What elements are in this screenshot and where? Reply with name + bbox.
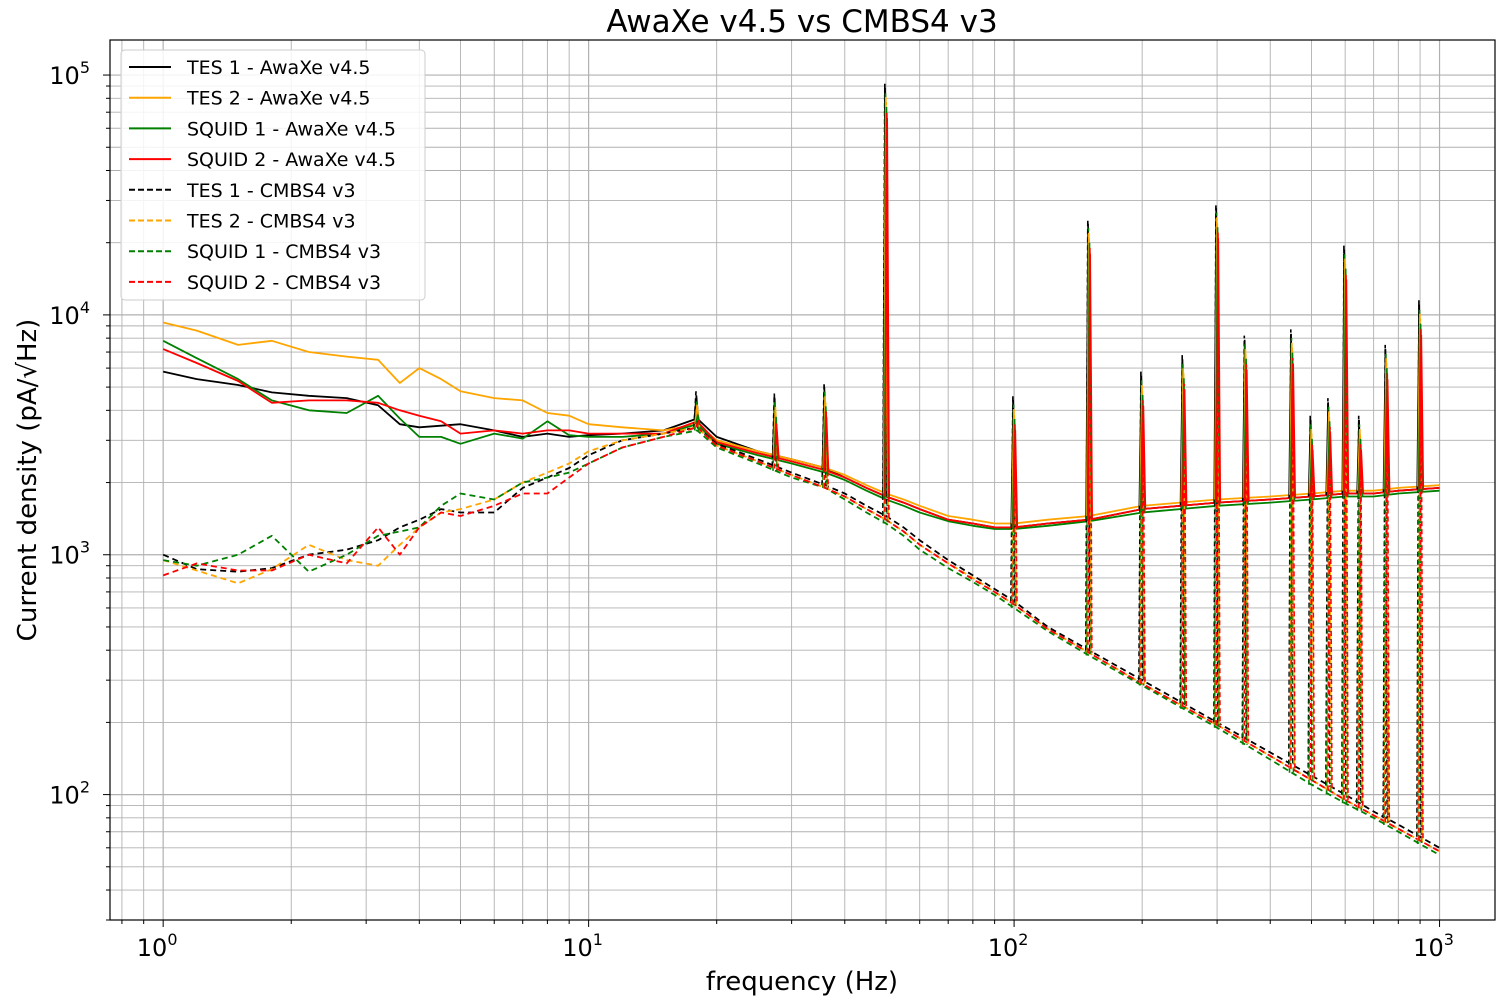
peak-spike-17 [1416, 308, 1423, 845]
peak-spike-6 [1087, 253, 1093, 520]
peak-spike-1 [695, 416, 701, 428]
plot-frame [109, 39, 1496, 921]
peak-spike-15 [1358, 449, 1364, 494]
peak-spike-17 [1418, 328, 1424, 841]
peak-spike-15 [1356, 424, 1363, 811]
x-axis-label: frequency (Hz) [706, 967, 898, 997]
y-axis-label: Current density (pA/√Hz) [13, 319, 43, 642]
peak-spike-5 [1012, 424, 1018, 605]
x-tick-label: 101 [562, 930, 603, 962]
peak-spike-7 [1138, 380, 1145, 686]
peak-spike-1 [694, 409, 701, 428]
peak-spike-11 [1290, 363, 1296, 498]
series-line-7 [163, 429, 1440, 856]
peak-spike-8 [1181, 383, 1188, 707]
series-line-8 [162, 426, 1440, 853]
peak-spike-6 [1087, 247, 1093, 653]
peak-spike-5 [1012, 429, 1019, 528]
peak-spike-9 [1215, 232, 1221, 726]
legend-label: TES 1 - AwaXe v4.5 [186, 57, 371, 79]
peak-spike-13 [1325, 406, 1332, 795]
peak-spike-14 [1343, 279, 1350, 494]
peak-spike-4 [884, 117, 890, 497]
peak-spike-8 [1181, 389, 1188, 506]
peak-spike-2 [774, 427, 780, 458]
x-tick-label: 102 [988, 930, 1029, 962]
y-tick-label: 105 [49, 58, 90, 90]
peak-spike-15 [1358, 444, 1364, 808]
peak-spike-16 [1384, 373, 1391, 823]
legend-label: SQUID 1 - CMBS4 v3 [187, 241, 381, 263]
peak-spike-12 [1309, 449, 1316, 497]
legend-label: SQUID 1 - AwaXe v4.5 [187, 118, 396, 140]
legend: TES 1 - AwaXe v4.5 TES 2 - AwaXe v4.5 SQUI… [120, 49, 426, 301]
series-layer [162, 83, 1440, 856]
peak-spike-8 [1180, 373, 1187, 707]
x-tick-label: 100 [137, 930, 178, 962]
peak-spike-17 [1418, 334, 1425, 490]
peak-spike-14 [1343, 273, 1349, 800]
ticks: 100 101 102 103 102 103 104 105 [49, 58, 1454, 962]
peak-spike-7 [1140, 405, 1147, 510]
legend-label: TES 2 - AwaXe v4.5 [186, 88, 371, 110]
peak-spike-10 [1242, 344, 1248, 745]
peak-spike-10 [1244, 369, 1250, 501]
peak-spike-7 [1140, 400, 1146, 684]
peak-spike-3 [823, 417, 830, 471]
y-tick-label: 103 [49, 538, 90, 570]
y-tick-label: 102 [49, 778, 90, 810]
x-tick-label: 103 [1413, 930, 1454, 962]
peak-spike-10 [1241, 335, 1248, 739]
legend-box [120, 49, 426, 301]
peak-spike-16 [1384, 379, 1391, 493]
peak-spike-13 [1327, 426, 1333, 791]
peak-spike-9 [1215, 238, 1222, 503]
legend-label: SQUID 2 - CMBS4 v3 [187, 272, 381, 294]
series-line-5 [162, 426, 1440, 849]
legend-label: TES 2 - CMBS4 v3 [186, 211, 356, 233]
chart-title: AwaXe v4.5 vs CMBS4 v3 [606, 4, 997, 40]
peak-spike-17 [1417, 318, 1424, 841]
peak-spike-10 [1243, 364, 1250, 742]
y-tick-label: 104 [49, 298, 90, 330]
peak-spike-14 [1341, 253, 1348, 804]
legend-label: TES 1 - CMBS4 v3 [186, 180, 356, 202]
peak-spike-11 [1290, 357, 1296, 769]
peak-spike-13 [1327, 432, 1334, 495]
peak-spike-16 [1382, 344, 1388, 819]
legend-label: SQUID 2 - AwaXe v4.5 [187, 149, 396, 171]
